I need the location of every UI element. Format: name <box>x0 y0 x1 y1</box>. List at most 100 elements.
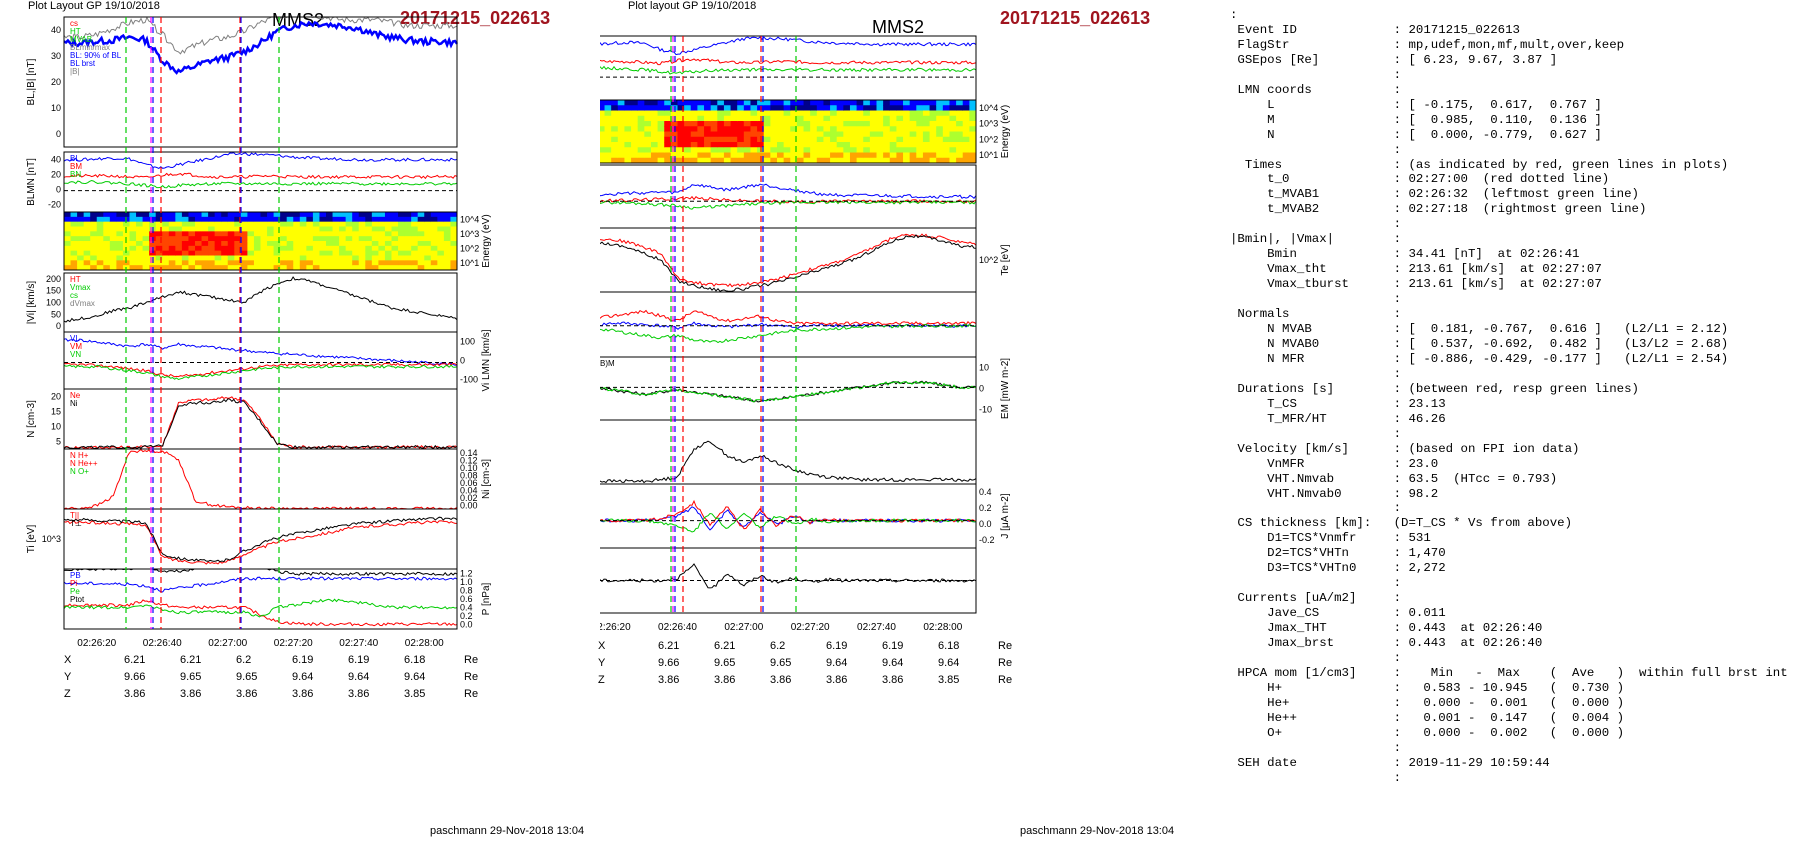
spectrogram-cell <box>790 100 798 106</box>
spectrogram-cell <box>155 241 163 247</box>
spectrogram-cell <box>109 231 117 237</box>
spectrogram-cell <box>849 142 858 148</box>
info-line: : <box>1230 426 1402 441</box>
spectrogram-cell <box>64 260 72 266</box>
spectrogram-cell <box>856 121 864 127</box>
spectrogram-cell <box>929 100 937 106</box>
spectrogram-cell <box>116 236 124 242</box>
spectrogram-cell <box>280 221 288 227</box>
spectrogram-cell <box>64 265 72 271</box>
info-line: D2=TCS*VHTn : 1,470 <box>1230 546 1446 561</box>
spectrogram-cell <box>90 245 98 252</box>
series-line-vm <box>63 362 458 378</box>
spectrogram-cell <box>253 255 261 261</box>
position-value: 3.86 <box>348 688 370 700</box>
spectrogram-cell <box>684 126 692 132</box>
spectrogram-cell <box>664 142 672 148</box>
spectrogram-cell <box>411 212 419 218</box>
spectrogram-cell <box>450 241 458 247</box>
spectrogram-cell <box>962 136 970 143</box>
ytick-label: 20 <box>51 77 61 87</box>
spectrogram-cell <box>657 100 665 106</box>
spectrogram-cell <box>770 136 778 143</box>
spectrogram-cell <box>162 241 170 247</box>
ytick-label: 0 <box>56 185 61 195</box>
spectrogram-cell <box>339 241 347 247</box>
spectrogram-cell <box>450 255 458 261</box>
spectrogram-cell <box>116 250 124 256</box>
time-tick-label: 02:27:20 <box>274 638 313 649</box>
spectrogram-cell <box>849 157 858 164</box>
spectrogram-cell <box>168 265 176 271</box>
spectrogram-cell <box>208 241 216 247</box>
spectrogram-cell <box>77 255 85 261</box>
spectrogram-cell <box>227 265 235 271</box>
spectrogram-cell <box>617 105 625 111</box>
info-line: O+ : 0.000 - 0.002 ( 0.000 ) <box>1230 725 1625 740</box>
spectrogram-cell <box>743 142 751 148</box>
legend-entry: |B| <box>70 67 80 76</box>
spectrogram-cell <box>969 121 977 127</box>
spectrogram-cell <box>450 245 458 252</box>
time-tick-label: 02:26:40 <box>143 638 182 649</box>
spectrogram-cell <box>234 265 242 271</box>
spectrogram-cell <box>404 250 412 256</box>
spectrogram-cell <box>869 110 877 117</box>
spectrogram-cell <box>949 121 957 127</box>
spectrogram-cell <box>611 100 619 106</box>
spectrogram-cell <box>909 126 917 132</box>
spectrogram-cell <box>836 142 844 148</box>
spectrogram-cell <box>96 226 104 232</box>
spectrogram-cell <box>103 231 111 237</box>
spectrogram-cell <box>690 115 698 122</box>
spectrogram-cell <box>352 255 360 261</box>
spectrogram-cell <box>162 260 170 266</box>
spectrogram-cell <box>260 212 268 218</box>
spectrogram-cell <box>247 241 255 247</box>
spectrogram-cell <box>876 115 884 122</box>
spectrogram-cell <box>358 245 366 252</box>
spectrogram-cell <box>201 245 209 252</box>
spectrogram-cell <box>803 131 811 138</box>
spectrogram-cell <box>352 260 360 266</box>
spectrogram-cell <box>188 250 196 256</box>
spectrogram-cell <box>155 212 163 218</box>
spectrogram-cell <box>149 221 157 227</box>
spectrogram-cell <box>103 212 111 218</box>
info-line: He+ : 0.000 - 0.001 ( 0.000 ) <box>1230 695 1625 710</box>
spectrogram-cell <box>109 221 117 227</box>
spectrogram-cell <box>883 136 891 143</box>
spectrogram-cell <box>684 136 692 143</box>
spectrogram-cell <box>783 136 791 143</box>
position-value: 9.66 <box>658 657 680 669</box>
spectrogram-cell <box>221 226 229 232</box>
info-line: HPCA mom [1/cm3] : Min - Max ( Ave ) wit… <box>1230 665 1788 680</box>
spectrogram-cell <box>299 231 307 237</box>
spectrogram-cell <box>234 245 242 252</box>
spectrogram-cell <box>175 250 183 256</box>
spectrogram-cell <box>77 250 85 256</box>
spectrogram-cell <box>624 100 632 106</box>
ytick-label: 0 <box>56 129 61 139</box>
spectrogram-cell <box>637 147 645 153</box>
ytick-label: 40 <box>51 25 61 35</box>
spectrogram-cell <box>234 236 242 242</box>
spectrogram-cell <box>142 265 150 271</box>
legend-entry: VM <box>70 342 82 351</box>
spectrogram-cell <box>790 121 798 127</box>
spectrogram-cell <box>903 157 911 164</box>
y-axis-label: BLMN [nT] <box>26 158 37 206</box>
spectrogram-cell <box>717 147 725 153</box>
spectrogram-cell <box>195 212 203 218</box>
spectrogram-cell <box>677 131 685 138</box>
spectrogram-cell <box>391 236 399 242</box>
spectrogram-cell <box>763 121 771 127</box>
info-line: : <box>1230 576 1402 591</box>
spectrogram-cell <box>956 131 964 138</box>
spectrogram-cell <box>969 105 977 111</box>
spectrogram-cell <box>280 212 288 218</box>
ytick-label: 0.0 <box>460 620 473 630</box>
middle-plot-label: Plot layout GP 19/10/2018 <box>628 0 757 12</box>
spectrogram-cell <box>889 157 897 164</box>
panel-frame <box>600 356 977 421</box>
